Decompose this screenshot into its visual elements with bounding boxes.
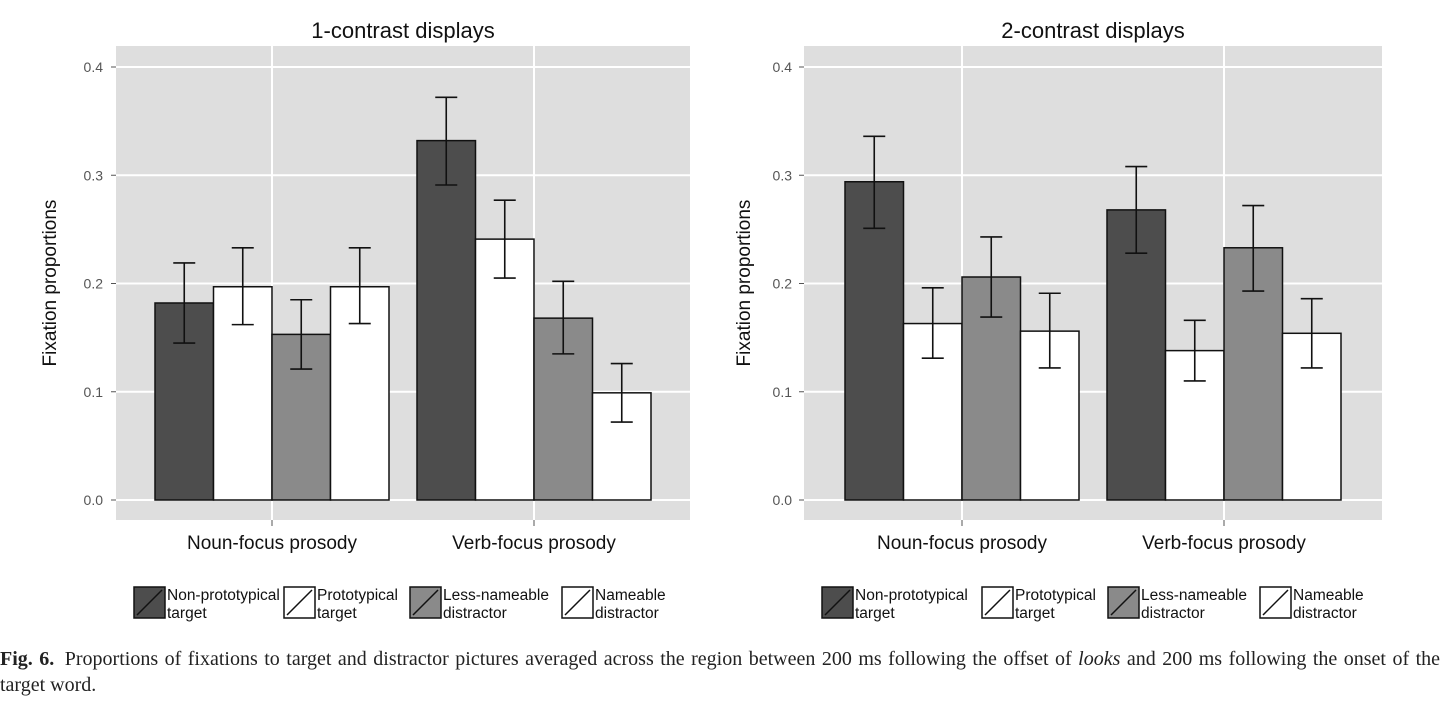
legend-label: Non-prototypical xyxy=(855,587,968,604)
legend-label: Non-prototypical xyxy=(167,587,280,604)
legend-label-line2: target xyxy=(167,605,207,622)
caption-text-after: and 200 ms following the onset of the ta… xyxy=(0,648,1441,696)
legend-label-line2: distractor xyxy=(443,605,507,622)
y-tick-label: 0.1 xyxy=(773,384,793,400)
bar xyxy=(1106,209,1167,501)
y-tick-label: 0.2 xyxy=(84,276,104,292)
legend-key-slash xyxy=(412,589,439,616)
y-axis-label: Fixation proportions xyxy=(40,200,61,367)
legend-label: Prototypical xyxy=(1015,587,1096,604)
legend-label: Nameable xyxy=(595,587,666,604)
legend-label-line2: distractor xyxy=(1293,605,1357,622)
legend-key-slash xyxy=(564,589,591,616)
y-tick-label: 0.2 xyxy=(773,276,793,292)
caption-text-before: Proportions of fixations to target and d… xyxy=(64,648,1072,670)
legend-key-slash xyxy=(1110,589,1137,616)
bar xyxy=(474,238,535,501)
legend-label: Less-nameable xyxy=(1141,587,1247,604)
legend: Non-prototypicaltargetPrototypicaltarget… xyxy=(821,586,1364,622)
bar xyxy=(416,139,477,501)
legend-label: Nameable xyxy=(1293,587,1364,604)
legend: Non-prototypicaltargetPrototypicaltarget… xyxy=(133,586,666,622)
x-tick-label: Verb-focus prosody xyxy=(1142,533,1306,554)
caption-label: Fig. 6. xyxy=(0,648,55,670)
figure: 0.0 0.1 0.2 0.3 0.4 Noun-focus prosody Verb-fo… xyxy=(40,18,1382,622)
legend-label-line2: distractor xyxy=(1141,605,1205,622)
legend-key-slash xyxy=(1262,589,1289,616)
legend-label: Less-nameable xyxy=(443,587,549,604)
y-tick-label: 0.0 xyxy=(773,492,793,508)
chart-title: 2-contrast displays xyxy=(1001,18,1184,43)
legend-label-line2: target xyxy=(1015,605,1055,622)
y-tick-label: 0.4 xyxy=(84,59,104,75)
x-tick-label: Noun-focus prosody xyxy=(877,533,1048,554)
y-tick-label: 0.1 xyxy=(84,384,104,400)
legend-key-slash xyxy=(824,589,851,616)
legend-label: Prototypical xyxy=(317,587,398,604)
legend-key-slash xyxy=(136,589,163,616)
y-tick-label: 0.0 xyxy=(84,492,104,508)
caption-italic: looks xyxy=(1078,648,1121,670)
legend-key-slash xyxy=(984,589,1011,616)
legend-label-line2: distractor xyxy=(595,605,659,622)
chart-title: 1-contrast displays xyxy=(311,18,494,43)
x-tick-label: Noun-focus prosody xyxy=(187,533,358,554)
y-tick-label: 0.4 xyxy=(773,59,793,75)
figure-caption: Fig. 6. Proportions of fixations to targ… xyxy=(0,646,1440,698)
y-tick-label: 0.3 xyxy=(773,167,793,183)
bar xyxy=(844,180,905,501)
y-axis-label: Fixation proportions xyxy=(734,200,755,367)
legend-label-line2: target xyxy=(855,605,895,622)
chart-panel-1: 0.0 0.1 0.2 0.3 0.4 Noun-focus prosody Verb-fo… xyxy=(40,18,690,622)
chart-panel-2: 0.0 0.1 0.2 0.3 0.4 Noun-focus prosody Verb-fo… xyxy=(734,18,1382,622)
legend-label-line2: target xyxy=(317,605,357,622)
x-tick-label: Verb-focus prosody xyxy=(452,533,616,554)
legend-key-slash xyxy=(286,589,313,616)
y-tick-label: 0.3 xyxy=(84,167,104,183)
